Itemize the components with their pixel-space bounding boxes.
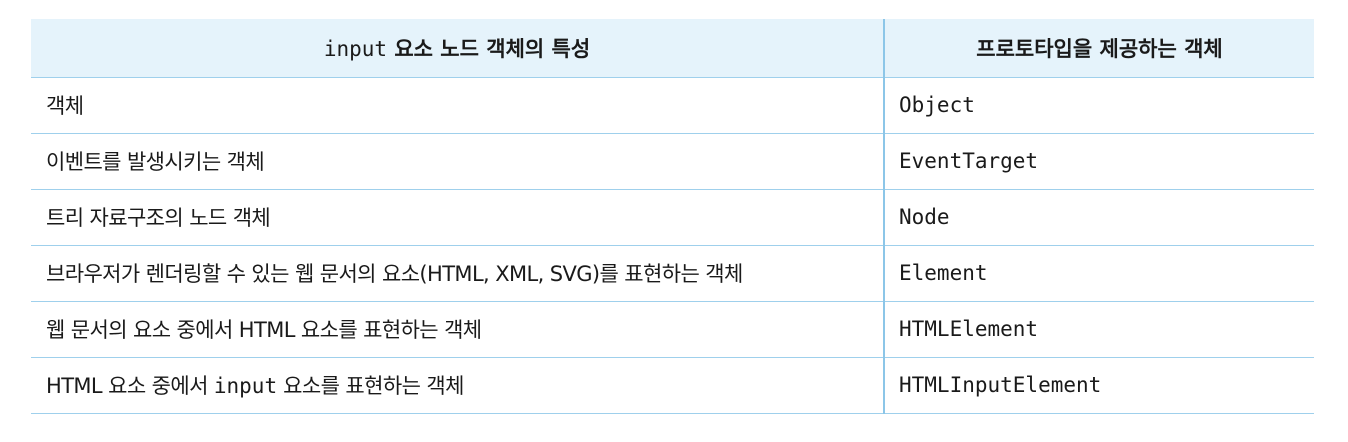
row-prototype: HTMLInputElement xyxy=(884,357,1314,414)
row-prototype: HTMLElement xyxy=(884,301,1314,358)
row-prototype: EventTarget xyxy=(884,133,1314,190)
description-code: input xyxy=(213,374,278,398)
description-text: 브라우저가 렌더링할 수 있는 웹 문서의 요소(HTML, XML, SVG)… xyxy=(46,262,743,286)
row-description: 웹 문서의 요소 중에서 HTML 요소를 표현하는 객체 xyxy=(31,301,885,358)
row-prototype: Element xyxy=(884,245,1314,302)
row-description: 트리 자료구조의 노드 객체 xyxy=(31,189,885,246)
header-prototype-provider: 프로토타입을 제공하는 객체 xyxy=(884,19,1314,78)
description-text-tail: 요소를 표현하는 객체 xyxy=(277,374,464,398)
row-description: 이벤트를 발생시키는 객체 xyxy=(31,133,885,190)
table-row: HTML 요소 중에서 input 요소를 표현하는 객체 HTMLInputE… xyxy=(31,357,1314,414)
table-row: 객체 Object xyxy=(31,77,1314,134)
table-row: 브라우저가 렌더링할 수 있는 웹 문서의 요소(HTML, XML, SVG)… xyxy=(31,245,1314,302)
row-description: 객체 xyxy=(31,77,885,134)
prototype-table: input 요소 노드 객체의 특성 프로토타입을 제공하는 객체 객체 Obj… xyxy=(31,19,1314,414)
description-text: 트리 자료구조의 노드 객체 xyxy=(46,206,271,230)
description-text: 웹 문서의 요소 중에서 HTML 요소를 표현하는 객체 xyxy=(46,318,482,342)
row-prototype: Object xyxy=(884,77,1314,134)
header-characteristics-text: 요소 노드 객체의 특성 xyxy=(387,36,591,61)
row-description: 브라우저가 렌더링할 수 있는 웹 문서의 요소(HTML, XML, SVG)… xyxy=(31,245,885,302)
description-text: 객체 xyxy=(46,94,84,118)
description-text: HTML 요소 중에서 xyxy=(46,374,214,398)
header-input-code: input xyxy=(323,36,388,61)
table-header-row: input 요소 노드 객체의 특성 프로토타입을 제공하는 객체 xyxy=(31,19,1314,78)
header-node-characteristics: input 요소 노드 객체의 특성 xyxy=(31,19,885,78)
description-text: 이벤트를 발생시키는 객체 xyxy=(46,150,265,174)
row-prototype: Node xyxy=(884,189,1314,246)
table-row: 트리 자료구조의 노드 객체 Node xyxy=(31,189,1314,246)
table-row: 웹 문서의 요소 중에서 HTML 요소를 표현하는 객체 HTMLElemen… xyxy=(31,301,1314,358)
row-description: HTML 요소 중에서 input 요소를 표현하는 객체 xyxy=(31,357,885,414)
table-row: 이벤트를 발생시키는 객체 EventTarget xyxy=(31,133,1314,190)
prototype-table-container: input 요소 노드 객체의 특성 프로토타입을 제공하는 객체 객체 Obj… xyxy=(31,19,1314,414)
